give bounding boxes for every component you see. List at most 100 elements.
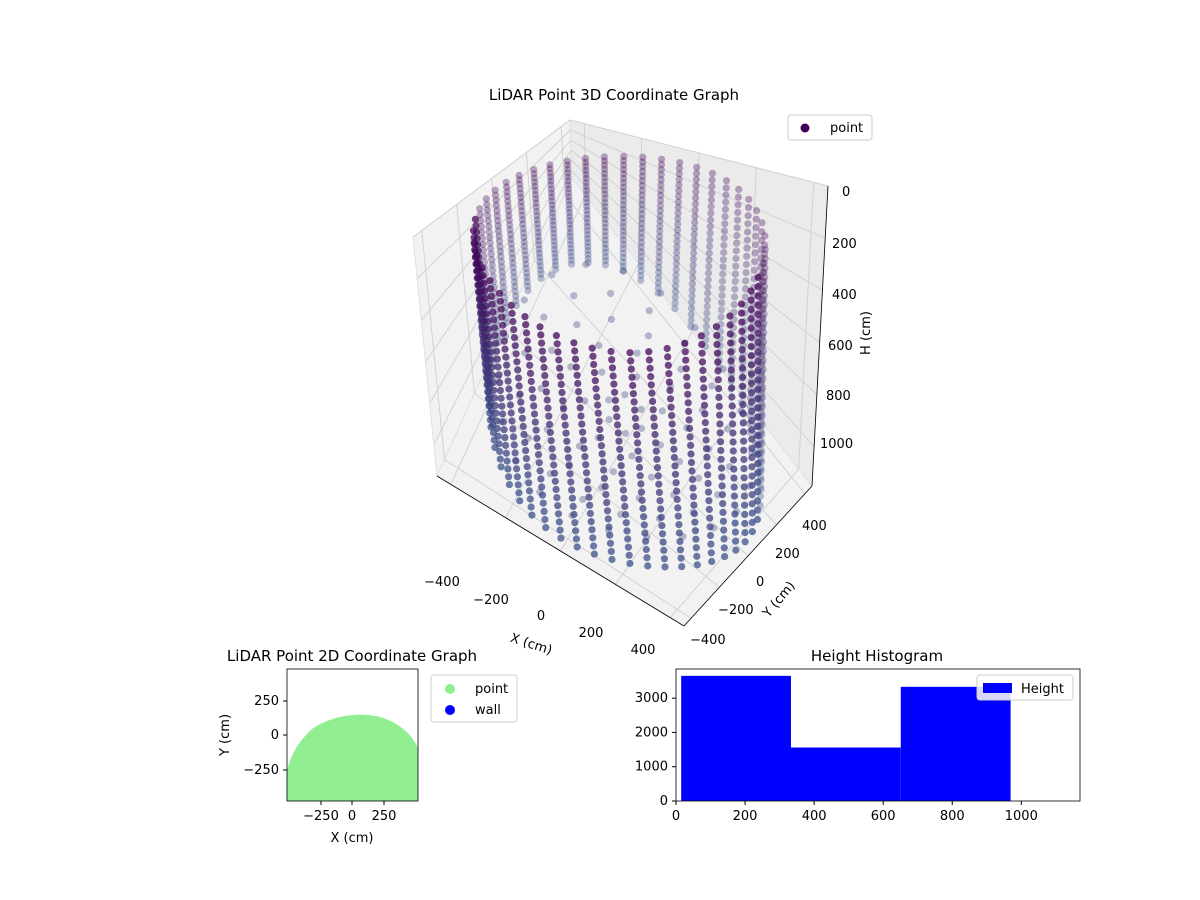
point-marker [748,463,756,471]
point-marker [754,283,762,291]
point-marker [687,458,696,467]
point-marker [601,482,609,490]
point-marker [601,207,609,215]
point-marker [549,453,557,461]
point-marker [566,217,574,225]
point-marker [673,243,681,251]
point-marker [645,348,653,356]
point-marker [492,409,500,417]
point-marker [694,474,703,482]
point-marker [587,518,595,526]
point-marker [704,282,712,291]
point-marker [582,170,590,178]
point-marker [600,153,609,161]
point-marker [718,491,727,499]
point-marker [754,385,762,393]
point-marker [649,406,657,414]
point-marker [485,228,493,236]
point-marker [724,425,732,433]
point-marker [758,219,766,227]
point-marker [747,352,755,360]
point-marker [760,329,768,337]
point-marker [658,407,667,415]
point-marker [512,457,520,465]
point-marker [739,410,747,418]
point-marker [702,445,711,453]
point-marker [522,260,530,268]
point-marker [754,376,762,384]
point-marker [502,441,510,449]
point-marker [495,227,503,235]
point-marker [705,505,713,513]
point-marker [546,420,554,428]
point-marker [754,394,762,402]
point-marker [497,253,505,261]
point-marker [573,371,581,379]
point-marker [492,196,500,204]
point-marker [614,429,622,437]
point-marker [521,247,529,255]
point-marker [563,437,571,445]
point-marker [532,203,540,211]
point-marker [564,177,572,185]
point-marker [473,251,481,259]
point-marker [744,228,752,236]
point-marker [635,455,643,463]
point-marker [595,417,603,425]
point-marker [760,250,769,258]
point-marker [638,177,647,185]
point-marker [605,523,613,531]
point-marker [567,248,575,256]
point-marker [754,311,762,319]
point-marker [546,428,555,437]
point-marker [499,278,507,286]
point-marker [706,523,714,531]
point-marker [655,488,664,496]
y-tick-label: −200 [718,603,754,618]
point-marker [752,232,760,240]
point-marker [620,157,628,165]
point-marker [748,472,756,480]
point-marker [547,437,555,445]
point-marker [620,170,628,178]
point-marker [566,232,575,240]
point-marker [639,163,647,171]
point-marker [654,274,663,282]
point-marker [747,305,755,314]
point-marker [708,189,716,197]
point-marker [729,456,738,464]
point-marker [579,428,587,436]
point-marker [638,196,646,204]
point-marker [674,203,682,212]
point-marker [657,176,665,184]
point-marker [496,242,504,250]
point-marker [602,490,610,499]
z-tick-label: 200 [832,237,857,252]
point-marker [703,296,712,304]
point-marker [646,364,654,372]
point-marker [530,166,538,174]
point-marker [509,259,517,267]
point-marker [657,166,665,174]
point-marker [638,229,646,237]
point-marker [565,189,573,197]
point-marker [738,327,746,335]
point-marker [629,390,638,398]
point-marker [637,276,645,284]
point-marker [621,391,629,399]
point-marker [549,221,557,229]
point-marker [739,428,748,436]
point-marker [671,293,679,301]
point-marker [627,357,635,365]
point-marker [582,186,591,195]
point-marker [559,397,567,405]
point-marker [722,191,730,199]
point-marker [718,292,726,300]
point-marker [645,307,653,315]
point-marker [533,220,542,228]
grid-3d [412,119,829,619]
point-marker [615,437,623,445]
point-marker [508,249,516,257]
legend-3d: point [787,114,873,141]
point-marker [743,236,751,244]
